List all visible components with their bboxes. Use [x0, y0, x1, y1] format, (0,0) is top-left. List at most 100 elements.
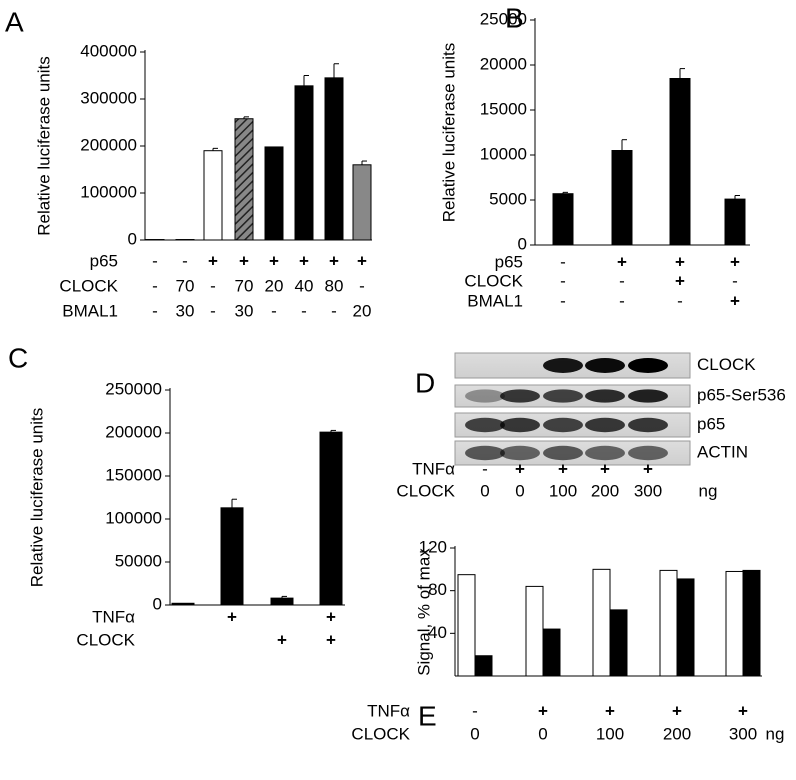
condition-value: -: [677, 291, 683, 310]
condition-value: 100: [596, 724, 624, 743]
bar: [611, 150, 633, 246]
bar: [676, 578, 695, 677]
condition-value: -: [359, 276, 365, 295]
condition-value: 80: [325, 276, 344, 295]
y-tick-label: 10000: [480, 144, 527, 163]
bar: [725, 570, 744, 677]
condition-value: +: [208, 251, 218, 270]
condition-value: -: [619, 271, 625, 290]
unit: ng: [699, 481, 718, 500]
y-axis-label: Relative luciferase units: [439, 43, 458, 223]
condition-value: +: [239, 251, 249, 270]
y-axis-label: Signal, % of max: [414, 548, 433, 676]
y-tick-label: 250000: [105, 379, 162, 398]
condition-label: CLOCK: [351, 724, 410, 743]
condition-value: +: [600, 459, 610, 478]
condition-label: CLOCK: [396, 481, 455, 500]
condition-value: +: [227, 607, 237, 626]
condition-value: 70: [176, 276, 195, 295]
condition-value: +: [672, 701, 682, 720]
y-tick-label: 100000: [80, 182, 137, 201]
blot-band: [628, 358, 668, 373]
panel-letter: C: [8, 342, 28, 373]
condition-label: CLOCK: [464, 271, 523, 290]
bar: [352, 164, 372, 241]
condition-label: p65: [90, 251, 118, 270]
y-tick-label: 400000: [80, 41, 137, 60]
unit: ng: [766, 724, 785, 743]
condition-value: -: [331, 301, 337, 320]
blot-band: [500, 389, 540, 403]
condition-value: -: [152, 276, 158, 295]
condition-value: 40: [295, 276, 314, 295]
blot-band: [628, 445, 668, 461]
bar: [171, 602, 195, 606]
blot-band: [628, 389, 668, 403]
bar: [203, 150, 223, 241]
condition-label: CLOCK: [59, 276, 118, 295]
bar: [474, 655, 493, 677]
blot-band: [500, 445, 540, 461]
condition-value: -: [271, 301, 277, 320]
condition-value: 30: [235, 301, 254, 320]
condition-value: 30: [176, 301, 195, 320]
condition-label: CLOCK: [76, 630, 135, 649]
blot-band: [585, 389, 625, 403]
condition-value: +: [675, 252, 685, 271]
bar: [234, 118, 254, 241]
y-tick-label: 300000: [80, 88, 137, 107]
y-tick-label: 0: [128, 229, 137, 248]
bar: [592, 568, 611, 677]
condition-value: +: [326, 630, 336, 649]
bar: [220, 507, 244, 606]
condition-value: +: [357, 251, 367, 270]
condition-value: -: [472, 701, 478, 720]
condition-value: -: [210, 301, 216, 320]
condition-value: -: [482, 459, 488, 478]
bar: [724, 198, 746, 246]
bar: [609, 609, 628, 677]
condition-value: 0: [538, 724, 547, 743]
condition-value: 100: [549, 481, 577, 500]
y-tick-label: 40: [428, 623, 447, 642]
y-axis-label: Relative luciferase units: [27, 408, 46, 588]
condition-label: BMAL1: [467, 291, 523, 310]
condition-value: 0: [470, 724, 479, 743]
y-tick-label: 200000: [105, 422, 162, 441]
condition-label: BMAL1: [62, 301, 118, 320]
band-label: ACTIN: [697, 442, 748, 461]
bar: [457, 574, 476, 677]
condition-value: +: [675, 271, 685, 290]
condition-value: +: [730, 291, 740, 310]
blot-band: [543, 417, 583, 433]
y-tick-label: 5000: [489, 189, 527, 208]
condition-value: +: [538, 701, 548, 720]
bar: [542, 628, 561, 677]
condition-value: +: [558, 459, 568, 478]
y-tick-label: 0: [518, 234, 527, 253]
condition-value: -: [619, 291, 625, 310]
condition-value: 20: [353, 301, 372, 320]
bar: [742, 569, 761, 677]
condition-value: +: [329, 251, 339, 270]
blot-band: [628, 417, 668, 433]
condition-label: TNFα: [367, 701, 410, 720]
condition-value: 300: [729, 724, 757, 743]
blot-band: [585, 417, 625, 433]
blot-band: [543, 445, 583, 461]
bar: [324, 77, 344, 241]
condition-value: -: [732, 271, 738, 290]
blot-band: [465, 389, 505, 403]
bar: [264, 146, 284, 241]
condition-value: +: [738, 701, 748, 720]
bar: [659, 569, 678, 677]
panel-letter: A: [5, 6, 24, 37]
bar: [270, 597, 294, 606]
panel-letter: E: [418, 700, 437, 731]
condition-value: -: [152, 251, 158, 270]
condition-label: TNFα: [412, 459, 455, 478]
condition-value: -: [210, 276, 216, 295]
bar: [294, 85, 314, 241]
condition-value: -: [152, 301, 158, 320]
condition-label: TNFα: [92, 607, 135, 626]
